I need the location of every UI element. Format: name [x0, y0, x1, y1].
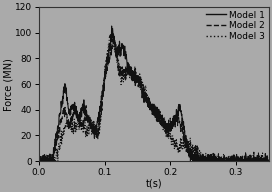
- Y-axis label: Force (MN): Force (MN): [4, 58, 14, 111]
- Line: Model 2: Model 2: [39, 38, 268, 161]
- Model 1: [110, 25, 113, 27]
- Model 3: [109, 33, 112, 36]
- Model 3: [61, 137, 64, 139]
- Model 3: [217, 160, 220, 162]
- Model 2: [131, 70, 134, 72]
- Model 1: [217, 160, 220, 162]
- Model 3: [139, 76, 142, 78]
- Model 3: [195, 152, 199, 154]
- Model 1: [61, 103, 64, 105]
- Model 2: [139, 82, 142, 85]
- Model 1: [38, 160, 41, 162]
- Line: Model 3: Model 3: [39, 35, 268, 161]
- X-axis label: t(s): t(s): [146, 179, 162, 189]
- Model 2: [267, 160, 270, 162]
- Model 3: [267, 160, 270, 162]
- Model 2: [38, 160, 41, 162]
- Model 1: [267, 160, 270, 162]
- Model 1: [131, 69, 134, 72]
- Model 3: [221, 160, 224, 162]
- Model 3: [38, 160, 41, 162]
- Model 2: [195, 148, 199, 151]
- Model 2: [221, 160, 224, 162]
- Model 1: [38, 155, 41, 157]
- Model 1: [196, 153, 199, 156]
- Model 2: [217, 160, 220, 162]
- Line: Model 1: Model 1: [39, 26, 268, 161]
- Model 3: [131, 73, 134, 75]
- Model 2: [112, 37, 115, 39]
- Model 1: [139, 76, 142, 78]
- Model 2: [61, 115, 64, 118]
- Model 1: [221, 157, 224, 160]
- Legend: Model 1, Model 2, Model 3: Model 1, Model 2, Model 3: [205, 9, 267, 43]
